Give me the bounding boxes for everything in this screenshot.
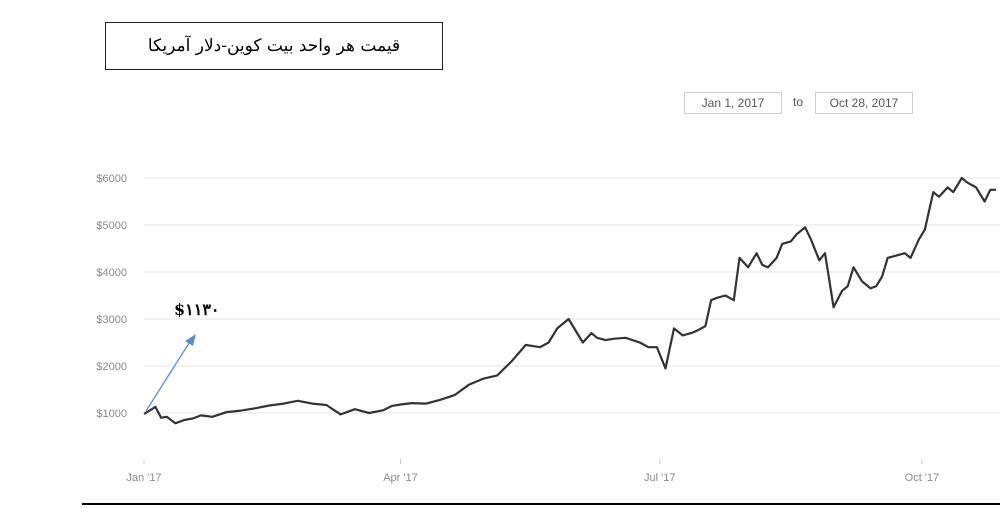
x-tick-label: Oct '17 (905, 472, 940, 484)
bottom-divider (82, 503, 1000, 505)
y-axis-ticks: $1000 $2000 $3000 $4000 $5000 $6000 (96, 173, 127, 420)
annotation-price-label: $۱۱۳۰ (174, 300, 220, 319)
y-tick-label: $6000 (96, 173, 127, 185)
date-range-to-label: to (793, 95, 804, 109)
series-line (143, 176, 996, 425)
x-axis-ticks: Jan '17 Apr '17 Jul '17 Oct '17 (126, 459, 939, 484)
y-tick-label: $1000 (96, 408, 127, 420)
annotation-arrowhead (185, 334, 196, 346)
y-tick-label: $3000 (96, 314, 127, 326)
x-tick-label: Apr '17 (383, 472, 418, 484)
x-tick-label: Jan '17 (126, 472, 161, 484)
annotation-arrow-layer (145, 334, 196, 412)
y-tick-label: $5000 (96, 220, 127, 232)
y-tick-label: $4000 (96, 267, 127, 279)
date-to-field[interactable]: Oct 28, 2017 (815, 92, 913, 114)
grid-lines (144, 177, 1000, 414)
chart-title: قیمت هر واحد بیت کوین-دلار آمریکا (105, 22, 443, 70)
annotation-arrow-shaft (145, 339, 192, 412)
x-tick-label: Jul '17 (644, 472, 675, 484)
y-tick-label: $2000 (96, 361, 127, 373)
date-from-field[interactable]: Jan 1, 2017 (684, 92, 782, 114)
series-layer (143, 176, 996, 425)
